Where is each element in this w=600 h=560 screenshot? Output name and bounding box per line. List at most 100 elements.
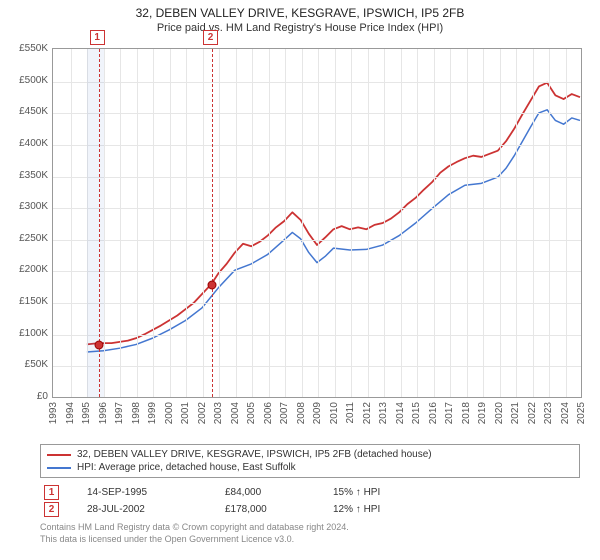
gridline-h xyxy=(53,271,581,272)
legend-label: HPI: Average price, detached house, East… xyxy=(77,462,296,473)
gridline-v xyxy=(401,49,402,397)
footer-line: This data is licensed under the Open Gov… xyxy=(40,534,580,546)
gridline-h xyxy=(53,177,581,178)
event-marker-top: 2 xyxy=(203,30,218,45)
x-axis-label: 2016 xyxy=(428,402,439,424)
series-price_paid xyxy=(87,83,580,345)
gridline-v xyxy=(104,49,105,397)
chart-plot-area xyxy=(52,48,582,398)
footer-text: Contains HM Land Registry data © Crown c… xyxy=(40,522,580,545)
gridline-v xyxy=(500,49,501,397)
x-axis-label: 2005 xyxy=(246,402,257,424)
event-price: £178,000 xyxy=(225,504,305,515)
legend-swatch xyxy=(47,454,71,456)
x-axis-label: 2015 xyxy=(411,402,422,424)
footer-line: Contains HM Land Registry data © Crown c… xyxy=(40,522,580,534)
y-axis-label: £500K xyxy=(4,75,48,86)
y-axis-label: £400K xyxy=(4,138,48,149)
legend-item: HPI: Average price, detached house, East… xyxy=(47,461,573,474)
gridline-v xyxy=(203,49,204,397)
y-axis-label: £300K xyxy=(4,201,48,212)
gridline-h xyxy=(53,335,581,336)
y-axis-label: £350K xyxy=(4,170,48,181)
gridline-v xyxy=(368,49,369,397)
event-dot xyxy=(94,340,103,349)
x-axis-label: 1996 xyxy=(98,402,109,424)
gridline-h xyxy=(53,366,581,367)
x-axis-label: 2010 xyxy=(329,402,340,424)
x-axis-label: 2006 xyxy=(263,402,274,424)
x-axis-label: 2013 xyxy=(378,402,389,424)
event-delta: 15% ↑ HPI xyxy=(333,487,380,498)
event-date: 14-SEP-1995 xyxy=(87,487,197,498)
x-axis-label: 2019 xyxy=(477,402,488,424)
chart-legend: 32, DEBEN VALLEY DRIVE, KESGRAVE, IPSWIC… xyxy=(40,444,580,478)
gridline-v xyxy=(417,49,418,397)
gridline-v xyxy=(153,49,154,397)
gridline-v xyxy=(302,49,303,397)
x-axis-label: 2014 xyxy=(395,402,406,424)
gridline-h xyxy=(53,82,581,83)
x-axis-label: 1993 xyxy=(48,402,59,424)
chart-title: 32, DEBEN VALLEY DRIVE, KESGRAVE, IPSWIC… xyxy=(0,6,600,20)
x-axis-label: 1999 xyxy=(147,402,158,424)
x-axis-label: 1994 xyxy=(65,402,76,424)
y-axis-label: £50K xyxy=(4,359,48,370)
x-axis-label: 2020 xyxy=(494,402,505,424)
x-axis-label: 2002 xyxy=(197,402,208,424)
gridline-v xyxy=(120,49,121,397)
y-axis-label: £150K xyxy=(4,296,48,307)
gridline-h xyxy=(53,240,581,241)
event-row: 1 14-SEP-1995 £84,000 15% ↑ HPI xyxy=(40,484,580,501)
y-axis-label: £100K xyxy=(4,328,48,339)
event-date: 28-JUL-2002 xyxy=(87,504,197,515)
event-row: 228-JUL-2002£178,00012% ↑ HPI xyxy=(40,501,580,518)
x-axis-label: 2018 xyxy=(461,402,472,424)
event-price: £84,000 xyxy=(225,487,305,498)
event-vline xyxy=(212,49,213,397)
x-axis-label: 1998 xyxy=(131,402,142,424)
y-axis-label: £0 xyxy=(4,391,48,402)
x-axis-label: 2017 xyxy=(444,402,455,424)
gridline-h xyxy=(53,113,581,114)
legend-label: 32, DEBEN VALLEY DRIVE, KESGRAVE, IPSWIC… xyxy=(77,449,432,460)
gridline-h xyxy=(53,303,581,304)
x-axis-label: 2021 xyxy=(510,402,521,424)
gridline-h xyxy=(53,145,581,146)
gridline-v xyxy=(516,49,517,397)
gridline-v xyxy=(351,49,352,397)
gridline-v xyxy=(269,49,270,397)
x-axis-label: 2008 xyxy=(296,402,307,424)
x-axis-label: 2003 xyxy=(213,402,224,424)
gridline-v xyxy=(318,49,319,397)
gridline-v xyxy=(137,49,138,397)
gridline-v xyxy=(170,49,171,397)
x-axis-label: 2000 xyxy=(164,402,175,424)
gridline-h xyxy=(53,208,581,209)
x-axis-label: 1995 xyxy=(81,402,92,424)
chart-lines-svg xyxy=(53,49,581,397)
x-axis-label: 2022 xyxy=(527,402,538,424)
series-hpi xyxy=(87,110,580,352)
x-axis-label: 2012 xyxy=(362,402,373,424)
gridline-v xyxy=(450,49,451,397)
event-marker-top: 1 xyxy=(90,30,105,45)
event-marker: 2 xyxy=(44,502,59,517)
gridline-v xyxy=(549,49,550,397)
gridline-v xyxy=(384,49,385,397)
event-dot xyxy=(208,281,217,290)
gridline-v xyxy=(186,49,187,397)
gridline-v xyxy=(219,49,220,397)
x-axis-label: 2011 xyxy=(345,402,356,424)
gridline-v xyxy=(285,49,286,397)
x-axis-label: 2009 xyxy=(312,402,323,424)
legend-item: 32, DEBEN VALLEY DRIVE, KESGRAVE, IPSWIC… xyxy=(47,448,573,461)
gridline-v xyxy=(467,49,468,397)
gridline-v xyxy=(236,49,237,397)
x-axis-label: 2025 xyxy=(576,402,587,424)
x-axis-label: 1997 xyxy=(114,402,125,424)
gridline-v xyxy=(71,49,72,397)
event-marker: 1 xyxy=(44,485,59,500)
y-axis-label: £450K xyxy=(4,106,48,117)
gridline-v xyxy=(434,49,435,397)
